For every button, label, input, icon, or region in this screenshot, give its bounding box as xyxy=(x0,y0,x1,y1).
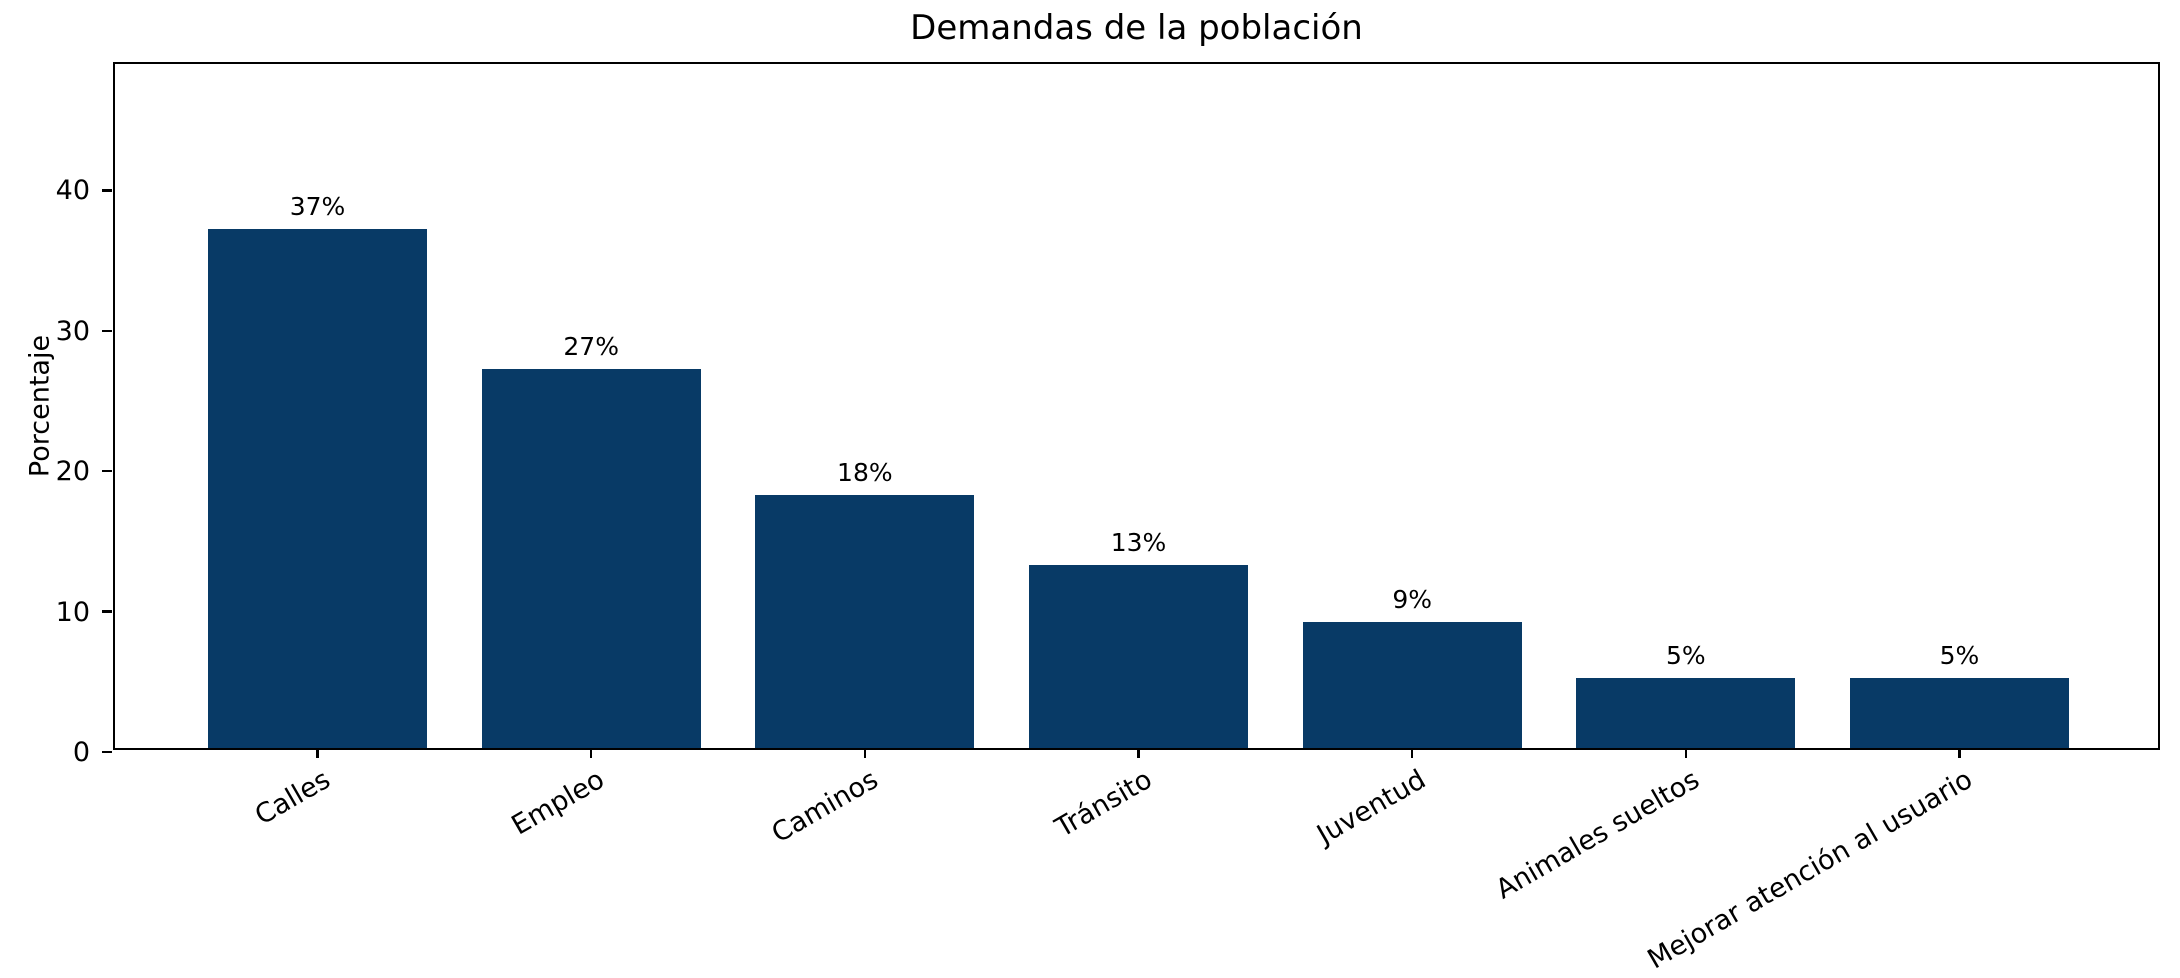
y-axis-tick xyxy=(102,610,112,613)
x-axis-tick xyxy=(1684,748,1688,758)
y-axis-tick xyxy=(102,329,112,333)
bar xyxy=(755,495,975,748)
bar-value-label: 9% xyxy=(1392,584,1432,614)
y-axis-tick xyxy=(102,189,112,192)
y-axis-tick xyxy=(102,469,112,473)
x-tick-label: Juventud xyxy=(1311,764,1431,851)
x-tick-label: Calles xyxy=(250,764,336,832)
x-axis-tick xyxy=(1410,748,1414,758)
bar-value-label: 27% xyxy=(563,331,619,361)
y-axis-label: Porcentaje xyxy=(24,334,56,478)
x-tick-label: Tránsito xyxy=(1049,764,1157,844)
x-axis-tick xyxy=(589,748,593,758)
bar xyxy=(208,228,427,748)
plot-area: 37% 27% 18% 13% 9% 5% 5% 0 10 20 30 40 xyxy=(56,62,2160,766)
bar xyxy=(481,368,701,748)
bar xyxy=(1850,677,2069,748)
bar-value-label: 37% xyxy=(289,191,346,221)
chart-title: Demandas de la población xyxy=(910,8,1363,48)
bar-value-label: 13% xyxy=(1110,528,1167,558)
x-tick-label: Caminos xyxy=(766,764,884,850)
y-tick-label: 10 xyxy=(55,596,90,628)
x-tick-label: Empleo xyxy=(506,764,610,842)
x-axis-tick xyxy=(863,748,867,758)
y-tick-label: 30 xyxy=(55,315,90,347)
x-tick-label: Animales sueltos xyxy=(1490,764,1705,906)
bar-value-label: 18% xyxy=(837,458,893,488)
bar xyxy=(1576,677,1796,748)
x-axis-tick xyxy=(1958,748,1961,758)
y-tick-label: 0 xyxy=(72,737,90,768)
y-axis-tick xyxy=(102,750,112,754)
bar xyxy=(1029,565,1248,748)
bar-value-label: 5% xyxy=(1665,640,1706,670)
bar xyxy=(1302,621,1522,748)
y-tick-label: 40 xyxy=(55,175,90,207)
x-axis-tick xyxy=(1137,748,1140,758)
y-tick-label: 20 xyxy=(55,456,90,488)
x-axis-tick xyxy=(316,748,319,758)
bar-value-label: 5% xyxy=(1939,640,1980,670)
